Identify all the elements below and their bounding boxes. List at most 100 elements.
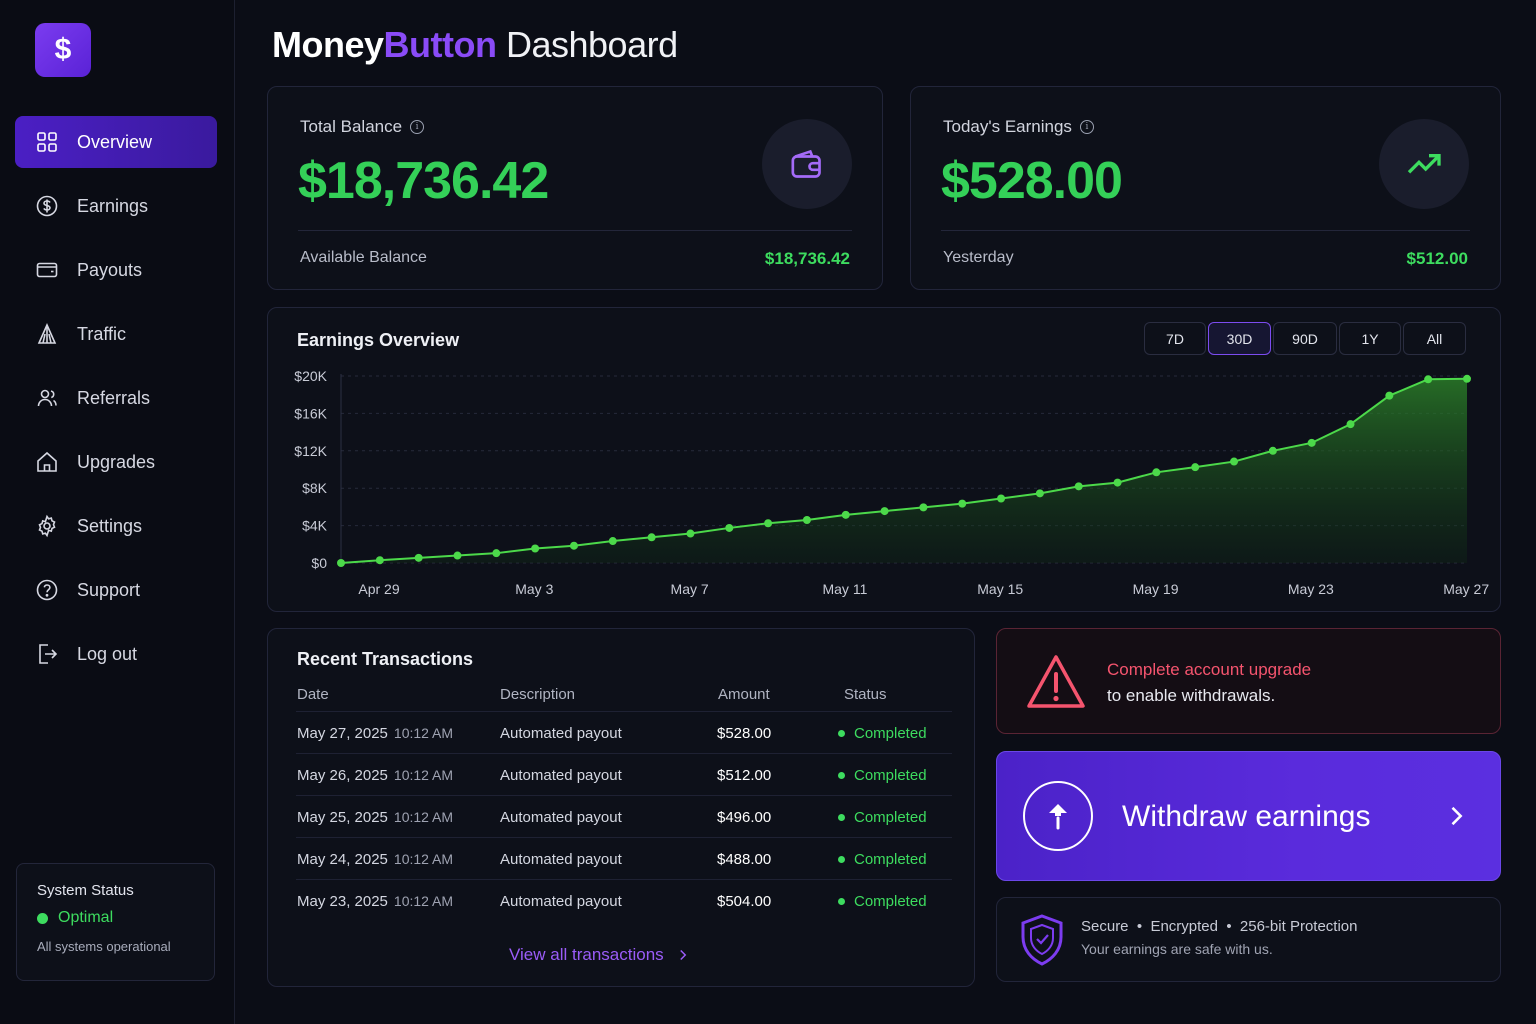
range-7d-button[interactable]: 7D (1144, 322, 1206, 355)
sidebar-item-label: Traffic (77, 323, 127, 344)
sidebar-item-overview[interactable]: Overview (15, 116, 217, 168)
x-tick-label: May 27 (1443, 581, 1489, 597)
tx-date-text: May 27, 2025 (297, 725, 388, 742)
data-point (1152, 468, 1161, 477)
y-tick-label: $16K (294, 405, 327, 421)
y-tick-label: $4K (302, 518, 328, 534)
info-icon[interactable]: i (410, 120, 425, 134)
tx-status-text: Completed (854, 809, 927, 826)
tx-description: Automated payout (500, 851, 622, 868)
data-point (608, 537, 617, 546)
view-all-label: View all transactions (509, 945, 664, 964)
total-balance-label-text: Total Balance (300, 117, 403, 136)
wallet-badge (762, 119, 852, 209)
info-icon[interactable]: i (1079, 120, 1094, 134)
status-dot-icon (838, 856, 845, 863)
data-point (1191, 463, 1200, 472)
withdraw-earnings-button[interactable]: Withdraw earnings (996, 751, 1501, 881)
status-dot-icon (37, 912, 48, 924)
data-point (958, 499, 967, 508)
sidebar-item-support[interactable]: Support (15, 564, 217, 616)
data-point (686, 529, 695, 538)
withdraw-label: Withdraw earnings (1122, 800, 1371, 833)
tx-date: May 24, 2025 10:12 AM (297, 851, 453, 868)
system-status-value: Optimal (37, 909, 194, 927)
sidebar-item-label: Settings (77, 515, 143, 536)
data-point (414, 553, 423, 562)
sidebar-item-earnings[interactable]: Earnings (15, 180, 217, 232)
range-30d-button[interactable]: 30D (1208, 322, 1271, 355)
tx-amount: $504.00 (717, 893, 772, 910)
sidebar-item-referrals[interactable]: Referrals (15, 372, 217, 424)
y-tick-label: $12K (294, 443, 327, 459)
trending-up-icon (1407, 154, 1441, 174)
sidebar-item-logout[interactable]: Log out (15, 628, 217, 680)
x-tick-label: May 3 (515, 581, 553, 597)
traffic-icon (35, 322, 59, 346)
system-status-subtext: All systems operational (37, 939, 171, 954)
sidebar-item-upgrades[interactable]: Upgrades (15, 436, 217, 488)
data-point (725, 523, 734, 532)
sidebar: $ Overview Earnings Payouts Traffic Refe… (0, 0, 235, 1024)
tx-date-text: May 24, 2025 (297, 851, 388, 868)
arrow-up-icon (1049, 804, 1067, 830)
alert-title: Complete account upgrade (1107, 660, 1312, 679)
tx-status: Completed (838, 851, 927, 868)
tx-amount: $528.00 (717, 725, 772, 742)
table-row[interactable]: May 25, 2025 10:12 AM Automated payout $496… (296, 795, 952, 837)
upload-arrow-icon (1023, 781, 1093, 851)
data-point (1424, 375, 1433, 384)
data-point (764, 519, 773, 528)
total-balance-label: Total Balance i (300, 117, 425, 137)
users-icon (35, 386, 59, 410)
logo-dollar-icon: $ (54, 33, 72, 66)
sidebar-item-traffic[interactable]: Traffic (15, 308, 217, 360)
status-dot-icon (838, 730, 845, 737)
sidebar-item-settings[interactable]: Settings (15, 500, 217, 552)
range-90d-button[interactable]: 90D (1273, 322, 1337, 355)
system-status-panel: System Status Optimal All systems operat… (16, 863, 215, 981)
system-status-title: System Status (37, 882, 134, 899)
x-tick-label: May 11 (822, 581, 867, 597)
page-title-suffix: Dashboard (505, 24, 678, 65)
range-all-button[interactable]: All (1403, 322, 1466, 355)
data-point (841, 510, 850, 519)
sidebar-item-label: Overview (77, 131, 153, 152)
table-row[interactable]: May 26, 2025 10:12 AM Automated payout $512… (296, 753, 952, 795)
alert-subtext: to enable withdrawals. (1107, 686, 1276, 705)
tx-time: 10:12 AM (393, 809, 454, 825)
col-header-description: Description (500, 686, 576, 703)
home-icon (35, 450, 59, 474)
divider (298, 230, 852, 231)
data-point (1463, 374, 1471, 383)
gear-icon (35, 514, 59, 538)
available-balance-label: Available Balance (300, 249, 427, 266)
sidebar-item-payouts[interactable]: Payouts (15, 244, 217, 296)
data-point (1385, 391, 1394, 400)
x-tick-label: May 23 (1288, 581, 1334, 597)
tx-time: 10:12 AM (393, 851, 454, 867)
table-row[interactable]: May 24, 2025 10:12 AM Automated payout $488… (296, 837, 952, 879)
tx-description: Automated payout (500, 893, 622, 910)
tx-date: May 27, 2025 10:12 AM (297, 725, 453, 742)
tx-status: Completed (838, 893, 927, 910)
x-tick-label: May 19 (1133, 581, 1179, 597)
security-features: Secure • Encrypted • 256-bit Protection (1081, 918, 1358, 935)
table-row[interactable]: May 23, 2025 10:12 AM Automated payout $504… (296, 879, 952, 921)
table-row[interactable]: May 27, 2025 10:12 AM Automated payout $528… (296, 711, 952, 753)
sidebar-item-label: Support (77, 579, 141, 600)
data-point (880, 507, 889, 516)
data-point (337, 559, 345, 567)
tx-date-text: May 23, 2025 (297, 893, 388, 910)
tx-date-text: May 26, 2025 (297, 767, 388, 784)
y-tick-label: $20K (294, 368, 327, 384)
range-1y-button[interactable]: 1Y (1339, 322, 1401, 355)
tx-time: 10:12 AM (393, 893, 454, 909)
view-all-transactions-link[interactable]: View all transactions (509, 945, 692, 965)
earnings-overview-card: Earnings Overview 7D 30D 90D 1Y All $20K… (267, 307, 1501, 612)
tx-status: Completed (838, 809, 927, 826)
logo[interactable]: $ (35, 23, 91, 77)
tx-status-text: Completed (854, 725, 927, 742)
col-header-status: Status (844, 686, 887, 703)
data-point (453, 551, 462, 560)
